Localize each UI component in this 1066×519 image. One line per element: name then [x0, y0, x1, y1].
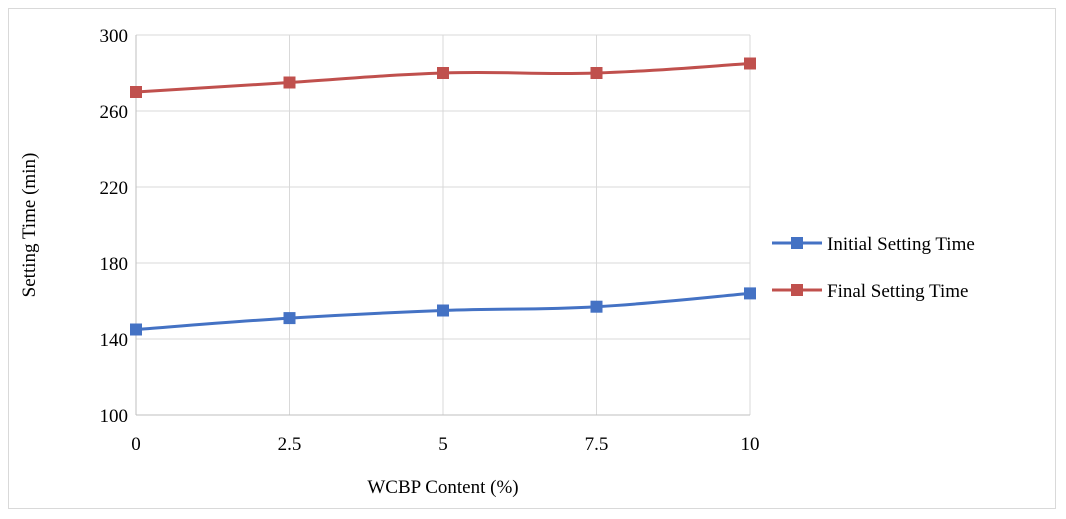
y-tick-label: 180 [100, 254, 129, 275]
data-point-marker[interactable] [283, 76, 296, 89]
x-tick-label: 2.5 [278, 434, 302, 455]
legend-label-final: Final Setting Time [827, 281, 968, 302]
legend-item-final[interactable]: Final Setting Time [772, 281, 968, 302]
legend-marker-initial [791, 237, 803, 249]
data-point-marker[interactable] [283, 312, 296, 325]
legend-label-initial: Initial Setting Time [827, 234, 975, 255]
axes [135, 35, 750, 416]
data-point-marker[interactable] [590, 67, 603, 79]
x-tick-label: 7.5 [585, 434, 609, 455]
data-point-marker[interactable] [130, 86, 142, 98]
data-point-marker[interactable] [744, 287, 756, 300]
tick-labels: 100 140 180 220 260 300 0 2.5 5 7.5 10 [100, 26, 760, 455]
y-tick-label: 260 [100, 102, 129, 123]
chart-area [8, 8, 1056, 509]
data-point-marker[interactable] [437, 67, 449, 79]
data-point-marker[interactable] [437, 304, 449, 317]
legend: Initial Setting Time Final Setting Time [772, 234, 975, 302]
data-point-marker[interactable] [590, 300, 603, 313]
data-point-marker[interactable] [130, 323, 142, 336]
series-layer [130, 57, 756, 336]
y-tick-label: 140 [100, 330, 129, 351]
x-axis-title: WCBP Content (%) [367, 477, 518, 498]
x-tick-label: 0 [131, 434, 141, 455]
legend-marker-final [791, 284, 803, 296]
y-tick-label: 100 [100, 406, 129, 427]
x-tick-label: 5 [438, 434, 448, 455]
x-tick-label: 10 [741, 434, 760, 455]
y-tick-label: 300 [100, 26, 129, 47]
y-tick-label: 220 [100, 178, 129, 199]
y-axis-title: Setting Time (min) [19, 153, 40, 298]
data-point-marker[interactable] [744, 57, 756, 70]
gridlines [136, 34, 751, 415]
legend-item-initial[interactable]: Initial Setting Time [772, 234, 975, 255]
